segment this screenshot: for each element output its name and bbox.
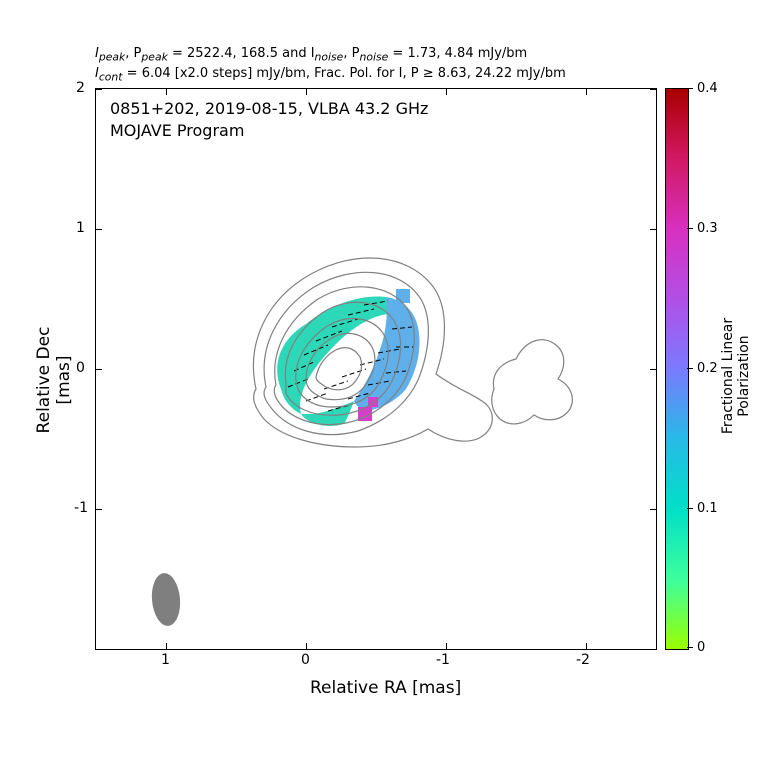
plot-area: 0851+202, 2019-08-15, VLBA 43.2 GHz MOJA… — [95, 88, 657, 650]
ytick-0r — [650, 369, 656, 370]
title2-end: = 6.04 [x2.0 steps] mJy/bm, Frac. Pol. f… — [123, 66, 566, 81]
ytick-m1 — [96, 509, 102, 510]
figure-container: Ipeak, Ppeak = 2522.4, 168.5 and Inoise,… — [0, 0, 760, 760]
title1-mid3: , P — [343, 46, 359, 61]
ytick-0 — [96, 369, 102, 370]
cbtick-00 — [687, 647, 693, 648]
cbtick-04 — [687, 88, 693, 89]
xtick-m2 — [586, 643, 587, 649]
title1-noise2: noise — [359, 51, 388, 64]
title-line-1: Ipeak, Ppeak = 2522.4, 168.5 and Inoise,… — [95, 46, 527, 64]
cbtick-03 — [687, 228, 693, 229]
xtick-0 — [306, 643, 307, 649]
title1-mid2: = 2522.4, 168.5 and I — [168, 46, 315, 61]
ytick-1 — [96, 229, 102, 230]
title1-end: = 1.73, 4.84 mJy/bm — [388, 46, 527, 61]
ylabel: Relative Dec [mas] — [34, 300, 74, 460]
title1-noise1: noise — [315, 51, 344, 64]
xtick-m1 — [446, 643, 447, 649]
yticklabel-m1: -1 — [68, 500, 88, 516]
cbticklabel-00: 0 — [697, 640, 705, 655]
ytick-1r — [650, 229, 656, 230]
cbticklabel-01: 0.1 — [697, 501, 718, 516]
ytick-m1r — [650, 509, 656, 510]
xlabel: Relative RA [mas] — [310, 678, 461, 698]
xticklabel-1: 1 — [161, 652, 170, 668]
cbticklabel-03: 0.3 — [697, 221, 718, 236]
colorbar — [665, 88, 689, 650]
yticklabel-2: 2 — [76, 80, 85, 96]
yticklabel-1: 1 — [76, 220, 85, 236]
title1-peak1: peak — [99, 51, 125, 64]
plot-svg — [96, 89, 656, 649]
cbticklabel-04: 0.4 — [697, 81, 718, 96]
pol-blue-2 — [396, 289, 410, 303]
title2-cont: cont — [99, 71, 123, 84]
cbtick-01 — [687, 508, 693, 509]
xticklabel-0: 0 — [301, 652, 310, 668]
cbticklabel-02: 0.2 — [697, 361, 718, 376]
title1-peak2: peak — [141, 51, 167, 64]
title1-mid1: , P — [125, 46, 141, 61]
ytick-2 — [96, 89, 102, 90]
colorbar-label: Fractional Linear Polarization — [720, 276, 752, 476]
xticklabel-m2: -2 — [576, 652, 590, 668]
yticklabel-0: 0 — [76, 360, 85, 376]
xtick-1 — [166, 643, 167, 649]
xticklabel-m1: -1 — [436, 652, 450, 668]
ytick-2r — [650, 89, 656, 90]
xtick-1t — [166, 89, 167, 95]
xtick-m1t — [446, 89, 447, 95]
xtick-0t — [306, 89, 307, 95]
xtick-m2t — [586, 89, 587, 95]
cbtick-02 — [687, 368, 693, 369]
title-line-2: Icont = 6.04 [x2.0 steps] mJy/bm, Frac. … — [95, 66, 566, 84]
